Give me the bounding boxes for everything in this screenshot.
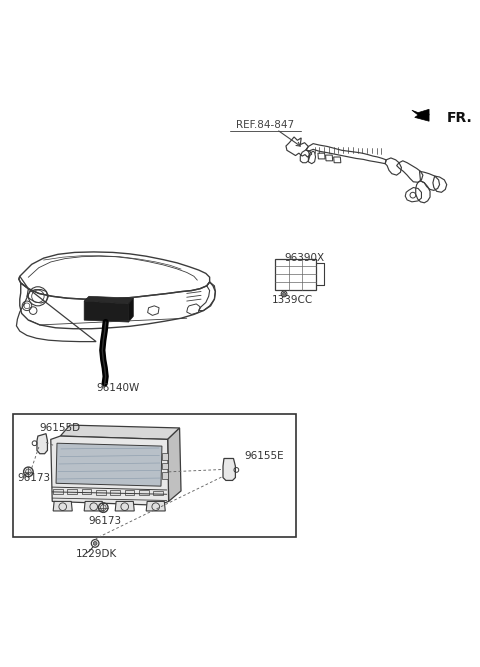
Polygon shape (84, 502, 103, 511)
Polygon shape (223, 458, 235, 480)
Circle shape (100, 505, 106, 510)
Text: FR.: FR. (447, 111, 472, 125)
Bar (12, 414, 296, 537)
Text: 96140W: 96140W (96, 384, 139, 394)
Circle shape (25, 469, 31, 475)
Polygon shape (60, 425, 180, 440)
Polygon shape (53, 489, 63, 494)
Polygon shape (84, 296, 133, 304)
Polygon shape (412, 109, 429, 121)
Polygon shape (68, 490, 77, 494)
Text: 96155D: 96155D (40, 423, 81, 433)
Polygon shape (82, 490, 91, 494)
Polygon shape (162, 454, 168, 460)
Polygon shape (139, 490, 149, 495)
Circle shape (93, 542, 97, 546)
Text: 96390X: 96390X (285, 253, 324, 263)
Polygon shape (53, 502, 72, 511)
Polygon shape (125, 490, 134, 495)
Polygon shape (115, 502, 134, 511)
Polygon shape (96, 490, 106, 494)
Text: 96173: 96173 (17, 473, 50, 483)
Polygon shape (110, 490, 120, 495)
Polygon shape (162, 472, 168, 479)
Text: 96155E: 96155E (244, 451, 284, 461)
Polygon shape (162, 463, 168, 470)
Polygon shape (129, 298, 133, 322)
Circle shape (283, 292, 286, 295)
Text: REF.84-847: REF.84-847 (236, 119, 295, 129)
Polygon shape (37, 434, 48, 454)
Polygon shape (56, 443, 162, 486)
Text: 1339CC: 1339CC (272, 295, 313, 305)
Polygon shape (51, 436, 168, 505)
Text: 96173: 96173 (88, 516, 121, 526)
Polygon shape (168, 428, 181, 502)
Polygon shape (153, 491, 163, 496)
Polygon shape (84, 301, 129, 322)
Text: 1229DK: 1229DK (75, 549, 117, 559)
Polygon shape (146, 502, 165, 511)
